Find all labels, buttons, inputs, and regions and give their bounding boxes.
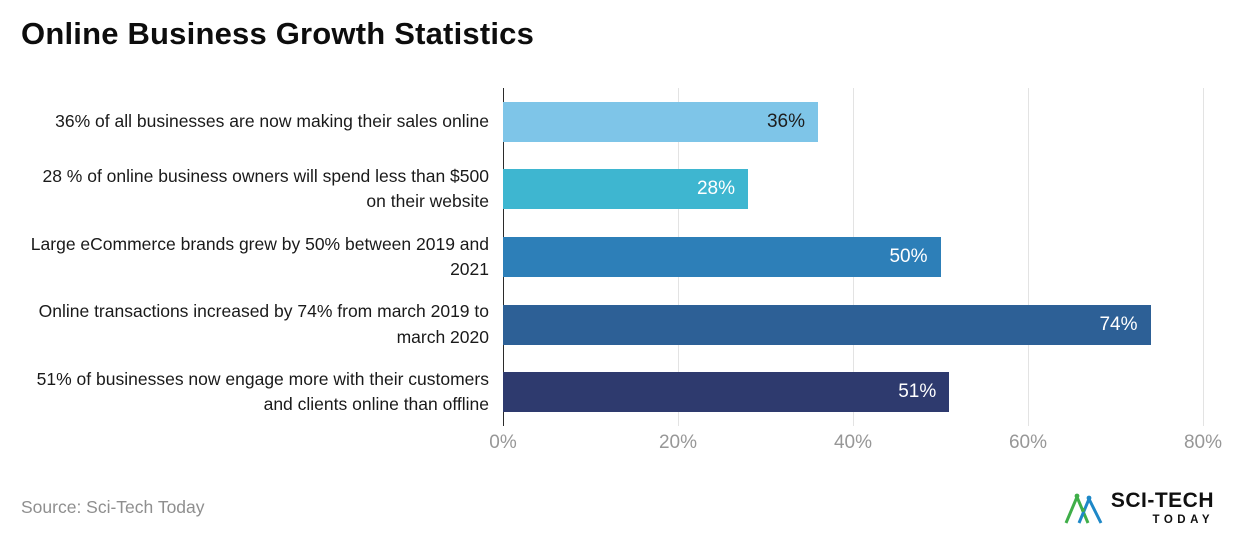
bar-track: 51% [503, 372, 1203, 413]
category-label: 51% of businesses now engage more with t… [36, 368, 489, 415]
bar: 36% [503, 101, 818, 142]
chart-rows: 36% of all businesses are now making the… [21, 88, 1203, 426]
source-text: Source: Sci-Tech Today [21, 497, 205, 517]
logo: SCI-TECH TODAY [1064, 488, 1214, 526]
category-label: Large eCommerce brands grew by 50% betwe… [30, 233, 489, 279]
bar-track: 50% [503, 236, 1203, 277]
category-label: Online transactions increased by 74% fro… [38, 301, 489, 347]
logo-line1: SCI-TECH [1110, 488, 1214, 512]
bar-value-label: 74% [1099, 313, 1138, 335]
page-title: Online Business Growth Statistics [21, 16, 535, 51]
x-tick-label: 80% [1183, 432, 1223, 453]
bar: 28% [503, 169, 748, 210]
bar-track: 28% [503, 169, 1203, 210]
bar: 74% [503, 304, 1151, 345]
logo-line2: TODAY [1152, 513, 1214, 526]
chart-row: Large eCommerce brands grew by 50% betwe… [21, 223, 1203, 291]
chart-row: Online transactions increased by 74% fro… [21, 291, 1203, 359]
bar-value-label: 51% [898, 381, 937, 403]
chart-row: 36% of all businesses are now making the… [21, 88, 1203, 156]
logo-mark-icon [1064, 493, 1103, 524]
bar-chart: 36% of all businesses are now making the… [0, 88, 1240, 460]
x-tick-label: 60% [1008, 432, 1048, 453]
bar-track: 74% [503, 304, 1203, 345]
bar: 50% [503, 236, 941, 277]
bar-value-label: 28% [696, 178, 735, 200]
bar: 51% [503, 372, 950, 413]
x-tick-label: 40% [833, 432, 873, 453]
x-axis: 0% 20% 40% 60% 80% [489, 432, 1222, 460]
x-tick-label: 0% [489, 432, 517, 453]
category-label: 28 % of online business owners will spen… [42, 166, 489, 212]
chart-row: 51% of businesses now engage more with t… [21, 358, 1203, 426]
bar-track: 36% [503, 101, 1203, 142]
chart-row: 28 % of online business owners will spen… [21, 156, 1203, 224]
gridline [1203, 88, 1204, 426]
bar-value-label: 36% [766, 110, 805, 132]
logo-text: SCI-TECH TODAY [1110, 488, 1214, 526]
x-tick-label: 20% [658, 432, 698, 453]
bar-value-label: 50% [889, 245, 928, 267]
category-label: 36% of all businesses are now making the… [55, 111, 489, 132]
